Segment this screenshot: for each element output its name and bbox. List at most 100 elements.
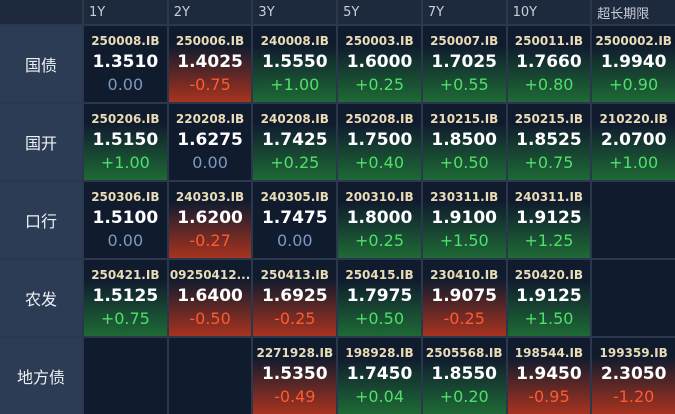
yield-change: +0.75 [524,153,574,172]
bond-yield: 2.3050 [600,364,667,384]
bond-code: 250415.IB [345,268,414,282]
quote-cell: 240311.IB 1.9125 +1.25 [507,182,591,258]
quote-cell: 240303.IB 1.6200 -0.27 [168,182,252,258]
bond-code: 2505568.IB [425,346,503,360]
bond-code: 198544.IB [514,346,584,360]
bond-yield: 1.5125 [92,286,159,306]
quote-cell: 210220.IB 2.0700 +1.00 [592,104,675,180]
bond-yield: 1.7660 [516,52,582,72]
bond-code: 250215.IB [514,112,584,126]
yield-change: +0.50 [354,309,404,328]
yield-change: +1.00 [100,153,150,172]
bond-yield: 1.9100 [431,208,497,228]
empty-cell [84,338,167,414]
corner-cell [0,0,82,24]
bond-yield: 1.8000 [346,208,413,228]
bond-code: 250413.IB [260,268,329,282]
bond-yield: 1.9125 [516,208,582,228]
quote-cell: 200310.IB 1.8000 +0.25 [338,182,421,258]
quote-cell: 250011.IB 1.7660 +0.80 [507,26,591,102]
bond-code: 250008.IB [91,34,160,48]
quote-cell: 230311.IB 1.9100 +1.50 [422,182,506,258]
yield-change: +0.80 [524,75,574,94]
bond-yield: 1.9075 [431,286,497,306]
yield-change: -0.95 [528,387,570,406]
bond-code: 199359.IB [599,346,668,360]
yield-change: +1.25 [524,231,574,250]
column-header: 1Y [84,0,167,24]
bond-code: 230410.IB [430,268,499,282]
quote-cell: 250003.IB 1.6000 +0.25 [338,26,421,102]
row-label: 国开 [0,104,82,180]
column-header: 超长期限 [592,0,675,24]
quote-cell: 199359.IB 2.3050 -1.20 [592,338,675,414]
bond-yield: 1.7425 [261,130,328,150]
quote-cell: 250215.IB 1.8525 +0.75 [507,104,591,180]
bond-code: 210220.IB [599,112,668,126]
bond-code: 250006.IB [175,34,245,48]
yield-change: +0.75 [100,309,150,328]
bond-code: 250206.IB [91,112,160,126]
bond-code: 250421.IB [91,268,160,282]
bond-yield: 1.5150 [92,130,159,150]
quote-cell: 210215.IB 1.8500 +0.50 [422,104,506,180]
quote-cell: 250206.IB 1.5150 +1.00 [84,104,167,180]
quote-cell: 250006.IB 1.4025 -0.75 [168,26,252,102]
bond-yield: 1.5100 [92,208,159,228]
bond-code: 250208.IB [345,112,414,126]
bond-code: 198928.IB [345,346,414,360]
bond-yield: 1.3510 [92,52,159,72]
empty-cell [592,260,675,336]
quote-cell: 250007.IB 1.7025 +0.55 [422,26,506,102]
quote-cell: 2500002.IB 1.9940 +0.90 [592,26,675,102]
bond-yield: 1.8500 [431,130,497,150]
yield-change: +1.00 [609,153,659,172]
quote-cell: 220208.IB 1.6275 0.00 [168,104,252,180]
bond-code: 240208.IB [260,112,329,126]
quote-cell: 250208.IB 1.7500 +0.40 [338,104,421,180]
yield-change: +0.20 [439,387,489,406]
bond-yield: 1.9125 [516,286,582,306]
bond-code: 250306.IB [91,190,160,204]
row-label: 国债 [0,26,82,102]
yield-change: +0.90 [609,75,659,94]
bond-code: 2500002.IB [595,34,672,48]
bond-code: 250011.IB [514,34,584,48]
bond-yield: 1.7450 [346,364,413,384]
column-header: 2Y [168,0,252,24]
quote-cell: 198544.IB 1.9450 -0.95 [507,338,591,414]
bond-code: 250007.IB [430,34,499,48]
bond-code: 210215.IB [430,112,499,126]
bond-yield: 1.8525 [516,130,582,150]
row-label: 农发 [0,260,82,336]
bond-yield: 2.0700 [600,130,667,150]
bond-yield: 1.9450 [516,364,582,384]
bond-yield: 1.5350 [261,364,328,384]
bond-code: 240305.IB [260,190,329,204]
yield-change: +0.55 [439,75,489,94]
bond-yield: 1.7025 [431,52,497,72]
yield-change: +1.50 [524,309,574,328]
bond-code: 240311.IB [514,190,584,204]
row-label: 口行 [0,182,82,258]
yield-change: -0.25 [443,309,485,328]
bond-yield: 1.6275 [177,130,243,150]
quote-cell: 250008.IB 1.3510 0.00 [84,26,167,102]
column-header: 5Y [338,0,421,24]
yield-change: -0.49 [274,387,316,406]
yield-change: +1.00 [270,75,320,94]
bond-yield: 1.6925 [261,286,328,306]
bond-code: 2271928.IB [256,346,334,360]
bond-code: 200310.IB [345,190,414,204]
bond-code: 250003.IB [345,34,414,48]
quote-cell: 250413.IB 1.6925 -0.25 [253,260,337,336]
row-label: 地方债 [0,338,82,414]
quote-cell: 250415.IB 1.7975 +0.50 [338,260,421,336]
bond-code: 230311.IB [430,190,499,204]
bond-yield: 1.6200 [177,208,243,228]
column-header: 10Y [507,0,591,24]
bond-code: 220208.IB [175,112,245,126]
bond-yield: 1.6400 [177,286,243,306]
bond-code: 250420.IB [514,268,584,282]
